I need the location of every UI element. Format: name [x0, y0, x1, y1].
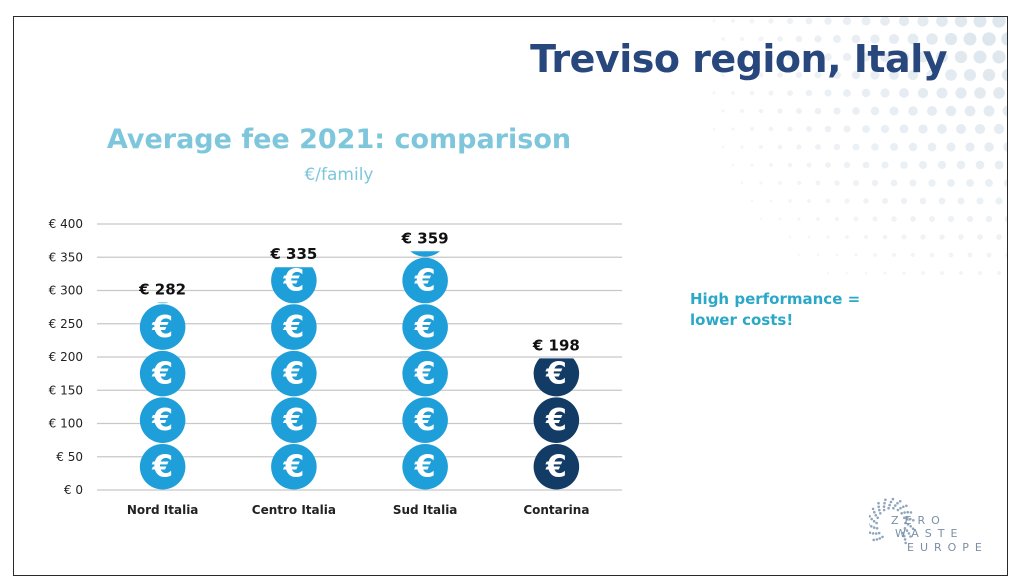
euro-symbol: €: [151, 450, 173, 485]
euro-symbol: €: [545, 357, 567, 392]
euro-coin-icon: [402, 350, 448, 397]
euro-symbol: €: [282, 264, 304, 299]
y-tick-label: € 400: [49, 217, 83, 231]
x-tick-label: Centro Italia: [252, 503, 336, 517]
chart-subtitle: €/family: [304, 165, 374, 185]
euro-symbol: €: [282, 450, 304, 485]
euro-coin-icon: [533, 443, 580, 490]
euro-symbol: €: [151, 310, 173, 345]
x-tick-label: Nord Italia: [127, 503, 199, 517]
callout-note: High performance = lower costs!: [690, 290, 861, 329]
euro-coin-icon: [410, 251, 440, 257]
euro-symbol: €: [545, 403, 567, 438]
bar-nord-italia: €€€€€: [139, 302, 186, 490]
euro-symbol: €: [414, 310, 436, 345]
euro-coin-icon: [271, 304, 317, 350]
euro-coin-icon: [139, 443, 186, 490]
euro-symbol: €: [282, 403, 304, 438]
data-label: € 335: [269, 245, 317, 263]
euro-symbol: €: [545, 450, 567, 485]
logo-line-2: WASTE: [895, 527, 963, 540]
y-tick-label: € 200: [49, 350, 83, 364]
euro-coin-icon: [271, 267, 317, 304]
y-tick-label: € 100: [49, 417, 83, 431]
euro-symbol: €: [414, 403, 436, 438]
euro-coin-icon: [139, 350, 186, 397]
euro-symbol: €: [151, 403, 173, 438]
euro-coin-icon: [271, 397, 317, 443]
y-tick-label: € 150: [49, 383, 83, 397]
euro-symbol: €: [414, 264, 436, 299]
slide-title: Treviso region, Italy: [530, 37, 947, 81]
euro-coin-icon: [139, 304, 186, 350]
logo-line-3: EUROPE: [907, 541, 988, 554]
bar-sud-italia: € € € € € €: [402, 217, 448, 490]
euro-symbol: €: [414, 217, 436, 252]
data-label: € 282: [138, 280, 186, 298]
y-tick-label: € 300: [49, 284, 83, 298]
euro-symbol: €: [282, 357, 304, 392]
bar-chart: € 0 € 50 € 100 € 150 € 200 € 250 € 300 € 350 € 4…: [49, 217, 622, 517]
euro-coin-icon: [402, 304, 448, 350]
y-tick-label: € 0: [64, 483, 83, 497]
logo-dots-icon: [869, 497, 915, 545]
y-tick-label: € 350: [49, 250, 83, 264]
euro-coin-icon: [402, 397, 448, 443]
y-tick-label: € 50: [56, 450, 83, 464]
euro-coin-icon: [139, 397, 186, 443]
euro-coin-icon: [271, 443, 317, 490]
bar-contarina: € € €: [533, 357, 580, 490]
data-label: € 359: [401, 229, 449, 247]
chart-title: Average fee 2021: comparison: [106, 124, 572, 155]
euro-symbol: €: [414, 357, 436, 392]
euro-coin-icon: [271, 350, 317, 397]
euro-coin-icon: [533, 358, 580, 397]
data-label: € 198: [532, 336, 580, 354]
zero-waste-europe-logo: ZERO WASTE EUROPE: [869, 497, 988, 554]
euro-coin-icon: [533, 397, 580, 443]
logo-line-1: ZERO: [891, 514, 946, 527]
bar-centro-italia: € € € € €: [271, 264, 317, 490]
x-tick-label: Sud Italia: [393, 503, 458, 517]
euro-coin-icon: [402, 443, 448, 490]
euro-symbol: €: [151, 357, 173, 392]
euro-coin-icon: [156, 302, 169, 304]
slide: Treviso region, Italy Average fee 2021: …: [13, 16, 1008, 576]
euro-coin-icon: [402, 257, 448, 304]
y-tick-label: € 250: [49, 317, 83, 331]
euro-symbol: €: [414, 450, 436, 485]
euro-symbol: €: [282, 310, 304, 345]
x-tick-label: Contarina: [523, 503, 589, 517]
decorative-dot-pattern: [712, 17, 1007, 276]
